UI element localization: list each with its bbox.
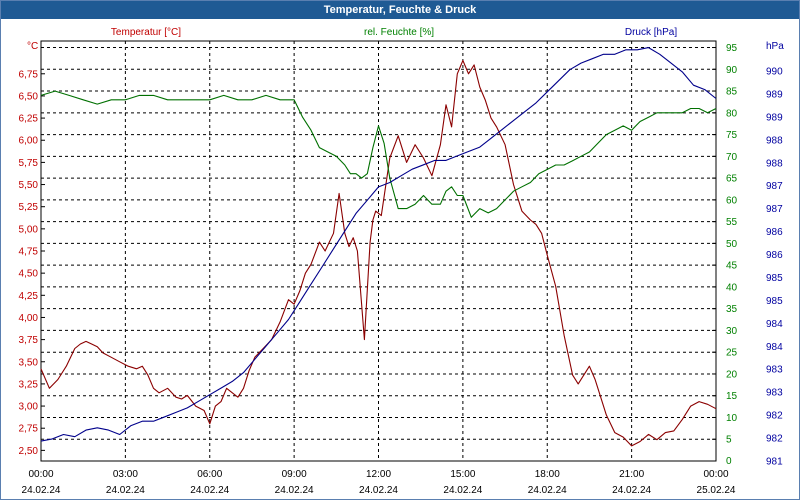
temperature-tick-label: 3,25 [19,379,39,390]
pressure-tick-label: 987 [766,204,783,215]
temperature-tick-label: 4,25 [19,291,39,302]
temperature-tick-label: 5,00 [19,224,39,235]
pressure-tick-label: 989 [766,89,783,100]
temperature-tick-label: 4,75 [19,247,39,258]
humidity-tick-label: 50 [726,239,738,250]
pressure-tick-label: 986 [766,250,783,261]
pressure-tick-label: 984 [766,319,783,330]
x-tick-time-label: 15:00 [450,469,475,480]
series-line-temperatur [40,59,717,447]
temperature-tick-label: 6,00 [19,136,39,147]
x-tick-date-label: 24.02.24 [190,485,229,496]
pressure-tick-label: 988 [766,158,783,169]
temperature-tick-label: 3,00 [19,402,39,413]
temperature-tick-label: 2,50 [19,446,39,457]
x-tick-date-label: 24.02.24 [275,485,314,496]
humidity-tick-label: 5 [726,435,732,446]
x-tick-time-label: 00:00 [703,469,728,480]
humidity-tick-label: 40 [726,282,738,293]
x-tick-time-label: 18:00 [535,469,560,480]
x-tick-time-label: 12:00 [366,469,391,480]
pressure-tick-label: 985 [766,296,783,307]
pressure-tick-label: 982 [766,411,783,422]
pressure-tick-label: 990 [766,67,783,78]
humidity-tick-label: 95 [726,43,738,54]
pressure-tick-label: 983 [766,365,783,376]
x-tick-time-label: 21:00 [619,469,644,480]
x-tick-date-label: 24.02.24 [106,485,145,496]
pressure-tick-label: 988 [766,135,783,146]
humidity-tick-label: 25 [726,348,738,359]
pressure-tick-label: 983 [766,388,783,399]
humidity-tick-label: 15 [726,391,738,402]
temperature-tick-label: 2,75 [19,424,39,435]
temperature-tick-label: 4,50 [19,269,39,280]
humidity-tick-label: 35 [726,304,738,315]
x-tick-date-label: 24.02.24 [22,485,61,496]
humidity-tick-label: 55 [726,217,738,228]
temperature-tick-label: 6,50 [19,91,39,102]
pressure-unit-label: hPa [766,41,784,52]
humidity-tick-label: 60 [726,195,738,206]
temperature-tick-label: 3,50 [19,357,39,368]
x-tick-date-label: 25.02.24 [697,485,736,496]
pressure-tick-label: 984 [766,342,783,353]
temperature-tick-label: 3,75 [19,335,39,346]
pressure-axis-title: Druck [hPa] [625,27,677,38]
temperature-tick-label: 5,75 [19,158,39,169]
humidity-tick-label: 85 [726,87,738,98]
humidity-tick-label: 45 [726,261,738,272]
pressure-tick-label: 982 [766,434,783,445]
x-tick-time-label: 03:00 [113,469,138,480]
temperature-tick-label: 6,25 [19,114,39,125]
humidity-tick-label: 0 [726,456,732,467]
humidity-tick-label: 75 [726,130,738,141]
x-tick-date-label: 24.02.24 [612,485,651,496]
humidity-tick-label: 70 [726,152,738,163]
series-line-druck [40,47,717,442]
temperature-unit-label: °C [27,41,38,52]
pressure-tick-label: 985 [766,273,783,284]
temperature-tick-label: 5,25 [19,202,39,213]
x-tick-date-label: 24.02.24 [359,485,398,496]
x-tick-date-label: 24.02.24 [528,485,567,496]
humidity-tick-label: 90 [726,65,738,76]
pressure-tick-label: 986 [766,227,783,238]
x-tick-time-label: 00:00 [28,469,53,480]
temperature-tick-label: 4,00 [19,313,39,324]
humidity-tick-label: 80 [726,108,738,119]
humidity-tick-label: 30 [726,326,738,337]
temperature-axis-title: Temperatur [°C] [111,27,181,38]
x-tick-time-label: 09:00 [282,469,307,480]
pressure-tick-label: 981 [766,457,783,468]
x-tick-date-label: 24.02.24 [443,485,482,496]
window-title: Temperatur, Feuchte & Druck [1,1,799,19]
pressure-tick-label: 987 [766,181,783,192]
x-tick-time-label: 06:00 [197,469,222,480]
pressure-tick-label: 989 [766,112,783,123]
humidity-tick-label: 20 [726,369,738,380]
humidity-tick-label: 65 [726,174,738,185]
humidity-tick-label: 10 [726,413,738,424]
humidity-axis-title: rel. Feuchte [%] [364,27,434,38]
temperature-tick-label: 6,75 [19,69,39,80]
series-line-rel-feuchte [40,90,717,218]
temperature-tick-label: 5,50 [19,180,39,191]
